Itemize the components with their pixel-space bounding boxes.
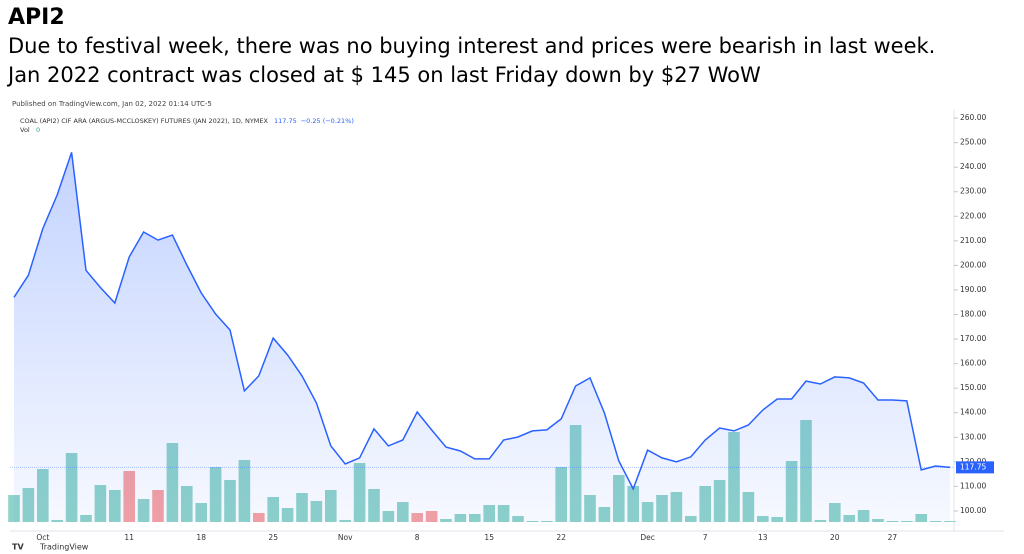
title: API2	[8, 5, 65, 30]
brand-logo: TV	[12, 543, 24, 552]
x-tick-label: 13	[758, 533, 768, 542]
y-tick-label: 230.00	[960, 187, 986, 196]
x-tick-label: 22	[556, 533, 566, 542]
x-tick-label: 18	[196, 533, 206, 542]
x-tick-label: 15	[484, 533, 494, 542]
brand: TradingView	[39, 543, 89, 552]
y-tick-label: 160.00	[960, 359, 986, 368]
text-line: Jan 2022 contract was closed at $ 145 on…	[8, 63, 761, 87]
y-tick-label: 170.00	[960, 334, 986, 343]
published: Published on TradingView.com, Jan 02, 20…	[12, 100, 212, 108]
legend-vol-value: 0	[36, 126, 40, 134]
x-tick-label: Nov	[338, 533, 353, 542]
y-tick-label: 250.00	[960, 138, 986, 147]
y-tick-label: 190.00	[960, 285, 986, 294]
legend-symbol: COAL (API2) CIF ARA (ARGUS-MCCLOSKEY) FU…	[20, 117, 269, 125]
y-tick-label: 100.00	[960, 506, 986, 515]
x-tick-label: 7	[703, 533, 708, 542]
y-tick-label: 210.00	[960, 236, 986, 245]
legend-price: 117.75	[274, 117, 297, 125]
legend-vol: Vol	[20, 126, 30, 134]
y-tick-label: 260.00	[960, 113, 986, 122]
x-tick-label: Dec	[640, 533, 655, 542]
y-tick-label: 180.00	[960, 310, 986, 319]
text-line: Due to festival week, there was no buyin…	[8, 34, 936, 58]
y-tick-label: 220.00	[960, 211, 986, 220]
x-tick-label: 25	[268, 533, 278, 542]
x-tick-label: Oct	[36, 533, 49, 542]
y-tick-label: 240.00	[960, 162, 986, 171]
y-tick-label: 120.00	[960, 457, 986, 466]
x-tick-label: 11	[124, 533, 134, 542]
header: API2 Due to festival week, there was no …	[8, 4, 935, 90]
y-tick-label: 130.00	[960, 432, 986, 441]
x-tick-label: 8	[415, 533, 420, 542]
line	[13, 152, 951, 491]
last-price-tag	[956, 461, 994, 474]
x-tick-label: 27	[888, 533, 898, 542]
legend-change: −0.25 (−0.21%)	[301, 117, 354, 125]
y-tick-label: 200.00	[960, 260, 986, 269]
y-tick-label: 110.00	[960, 481, 986, 490]
x-tick-label: 20	[830, 533, 840, 542]
last-price-label: 117.75	[960, 462, 986, 471]
area	[14, 152, 950, 522]
y-tick-label: 140.00	[960, 408, 986, 417]
y-tick-label: 150.00	[960, 383, 986, 392]
